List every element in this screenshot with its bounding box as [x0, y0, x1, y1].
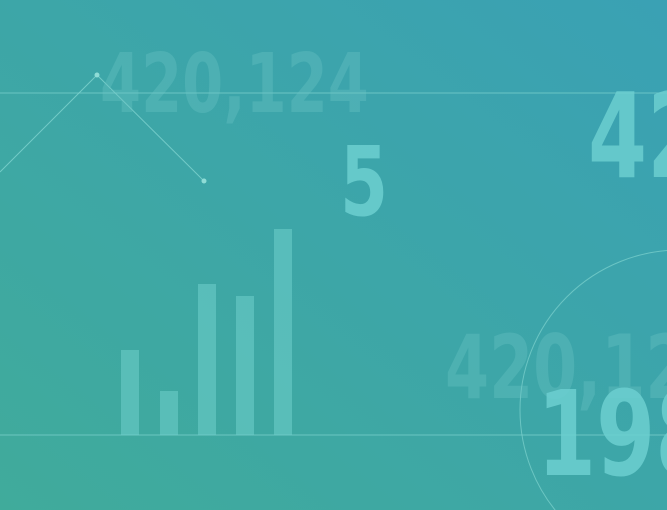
- big-number: 420,124: [100, 36, 369, 131]
- decor-bar: [274, 229, 292, 435]
- big-number: 5: [340, 125, 388, 237]
- decor-bar: [121, 350, 139, 435]
- big-number: 198: [537, 367, 667, 504]
- decor-circle: [519, 250, 667, 510]
- decor-bar: [198, 284, 216, 435]
- decor-bars: [121, 229, 292, 435]
- big-number: 42: [588, 69, 667, 206]
- decor-bar: [160, 391, 178, 435]
- decor-dot: [94, 72, 100, 78]
- decor-dot: [201, 178, 207, 184]
- decor-bar: [236, 296, 254, 435]
- big-number: 420,124: [445, 318, 667, 420]
